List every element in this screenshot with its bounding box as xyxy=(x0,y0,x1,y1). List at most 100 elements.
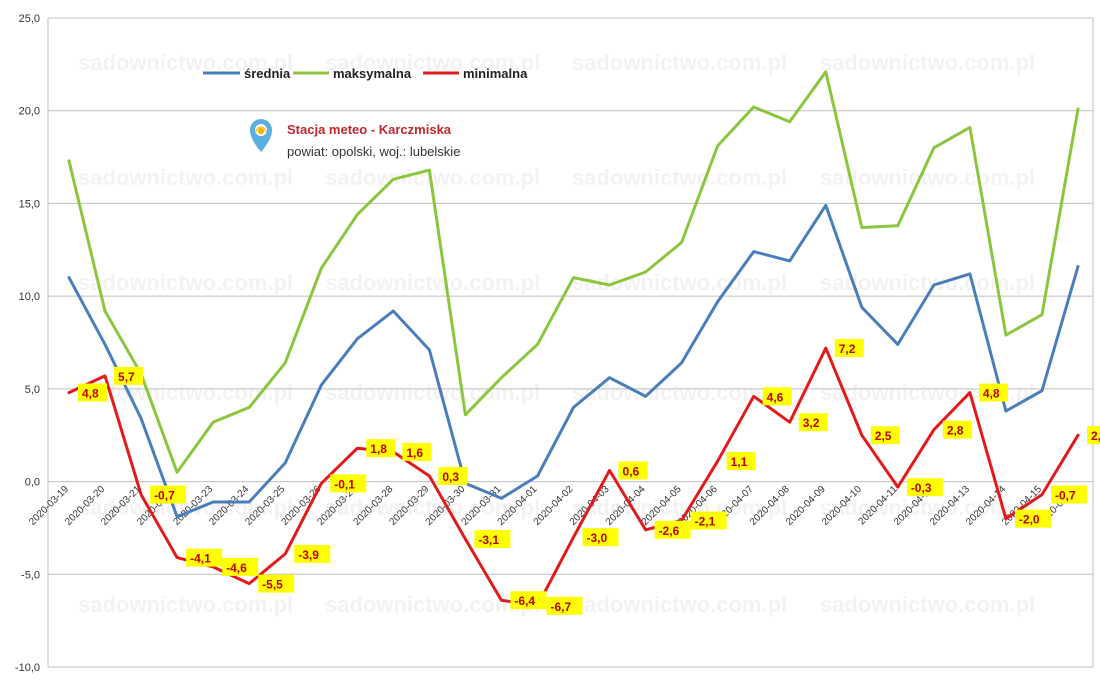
data-label-text: 1,1 xyxy=(731,455,748,469)
watermark-text: sadownictwo.com.pl xyxy=(572,495,787,520)
data-label-bg xyxy=(1087,426,1100,445)
y-tick-label: 25,0 xyxy=(19,13,40,25)
min-data-label: -3,9 xyxy=(294,544,331,563)
data-label-text: -0,7 xyxy=(154,489,175,503)
data-label-bg xyxy=(78,383,107,402)
data-label-text: -3,0 xyxy=(587,531,608,545)
data-label-text: 4,8 xyxy=(983,387,1000,401)
data-label-bg xyxy=(942,420,972,439)
location-pin-icon xyxy=(250,119,272,152)
min-data-label: -6,4 xyxy=(510,591,547,610)
min-data-label: -2,1 xyxy=(690,511,727,530)
watermark-text: sadownictwo.com.pl xyxy=(820,50,1035,75)
watermark-text: sadownictwo.com.pl xyxy=(78,592,293,617)
data-label-text: 7,2 xyxy=(839,342,856,356)
legend-label-maksymalna: maksymalna xyxy=(333,66,412,81)
data-label-bg xyxy=(402,442,432,461)
data-label-bg xyxy=(114,366,144,385)
data-label-bg xyxy=(258,574,295,593)
min-data-label: -4,6 xyxy=(222,557,259,576)
min-data-label: 4,6 xyxy=(762,387,792,406)
watermark-text: sadownictwo.com.pl xyxy=(325,380,540,405)
watermark-layer: sadownictwo.com.pl sadownictwo.com.pl sado… xyxy=(78,50,1035,617)
data-label-bg xyxy=(222,557,259,576)
legend-label-minimalna: minimalna xyxy=(463,66,528,81)
data-label-bg xyxy=(618,461,648,480)
data-label-text: 2,8 xyxy=(947,424,964,438)
data-label-text: -6,4 xyxy=(514,594,535,608)
min-data-label: -0,7 xyxy=(150,485,187,504)
data-label-bg xyxy=(438,467,468,486)
watermark-text: sadownictwo.com.pl xyxy=(572,270,787,295)
min-data-label: -6,7 xyxy=(546,596,583,615)
data-label-bg xyxy=(690,511,727,530)
min-data-label: 1,1 xyxy=(726,452,756,471)
watermark-text: sadownictwo.com.pl xyxy=(78,165,293,190)
min-data-label: -3,0 xyxy=(582,528,619,547)
data-label-bg xyxy=(870,426,900,445)
data-label-text: -0,1 xyxy=(334,477,355,491)
min-data-label: -5,5 xyxy=(258,574,295,593)
data-label-text: -0,3 xyxy=(911,481,932,495)
min-data-label: 4,8 xyxy=(78,383,107,402)
y-tick-label: -10,0 xyxy=(15,662,40,674)
watermark-text: sadownictwo.com.pl xyxy=(325,270,540,295)
min-data-label: -3,1 xyxy=(474,530,511,549)
data-label-text: -2,6 xyxy=(659,524,680,538)
min-data-label: 1,6 xyxy=(402,442,432,461)
y-tick-label: 10,0 xyxy=(19,291,40,303)
min-data-label: 0,3 xyxy=(438,467,468,486)
data-label-text: 3,2 xyxy=(803,416,820,430)
watermark-text: sadownictwo.com.pl xyxy=(572,592,787,617)
y-tick-label: 0,0 xyxy=(25,477,40,489)
min-data-label: 3,2 xyxy=(798,413,828,432)
min-data-label: -2,6 xyxy=(654,520,691,539)
data-label-text: -4,6 xyxy=(226,561,247,575)
data-label-bg xyxy=(510,591,547,610)
data-label-text: 5,7 xyxy=(118,370,135,384)
data-label-text: -2,0 xyxy=(1019,513,1040,527)
y-tick-label: 20,0 xyxy=(19,106,40,118)
data-label-bg xyxy=(582,528,619,547)
watermark-text: sadownictwo.com.pl xyxy=(820,592,1035,617)
chart-legend: średnia maksymalna minimalna xyxy=(203,66,528,81)
watermark-text: sadownictwo.com.pl xyxy=(78,50,293,75)
y-tick-label: 15,0 xyxy=(19,198,40,210)
data-label-bg xyxy=(1014,509,1051,528)
watermark-text: sadownictwo.com.pl xyxy=(325,495,540,520)
data-label-bg xyxy=(906,478,943,497)
data-label-text: -0,7 xyxy=(1055,489,1076,503)
min-data-label: -4,1 xyxy=(186,548,223,567)
y-tick-label: -5,0 xyxy=(21,569,40,581)
data-label-bg xyxy=(474,530,511,549)
data-label-text: -2,1 xyxy=(695,515,716,529)
data-label-text: 1,6 xyxy=(406,446,423,460)
station-info: Stacja meteo - Karczmiska powiat: opolsk… xyxy=(250,119,460,159)
watermark-text: sadownictwo.com.pl xyxy=(325,592,540,617)
data-label-text: -3,1 xyxy=(478,533,499,547)
data-label-text: -5,5 xyxy=(262,578,283,592)
data-label-bg xyxy=(726,452,756,471)
station-name: Stacja meteo - Karczmiska xyxy=(287,122,452,137)
data-label-text: -4,1 xyxy=(190,552,211,566)
min-data-label: 0,6 xyxy=(618,461,648,480)
y-tick-label: 5,0 xyxy=(25,384,40,396)
data-label-bg xyxy=(294,544,331,563)
watermark-text: sadownictwo.com.pl xyxy=(572,165,787,190)
data-label-text: 0,3 xyxy=(442,470,459,484)
min-data-label: 5,7 xyxy=(114,366,144,385)
data-label-text: 4,6 xyxy=(767,390,784,404)
min-data-label: -0,7 xyxy=(1050,485,1087,504)
data-label-text: -6,7 xyxy=(550,600,571,614)
series-line-maksymalna xyxy=(67,70,1080,474)
min-data-label: 2,5 xyxy=(1087,426,1100,445)
min-data-label: 1,8 xyxy=(366,439,396,458)
data-label-text: 1,8 xyxy=(370,442,387,456)
watermark-text: sadownictwo.com.pl xyxy=(78,270,293,295)
min-data-label: -0,3 xyxy=(906,478,943,497)
station-subtitle: powiat: opolski, woj.: lubelskie xyxy=(287,144,460,159)
data-label-text: 4,8 xyxy=(82,387,99,401)
gridlines xyxy=(47,17,1094,668)
data-label-text: -3,9 xyxy=(298,548,319,562)
series-line-minimalna xyxy=(67,346,1080,608)
